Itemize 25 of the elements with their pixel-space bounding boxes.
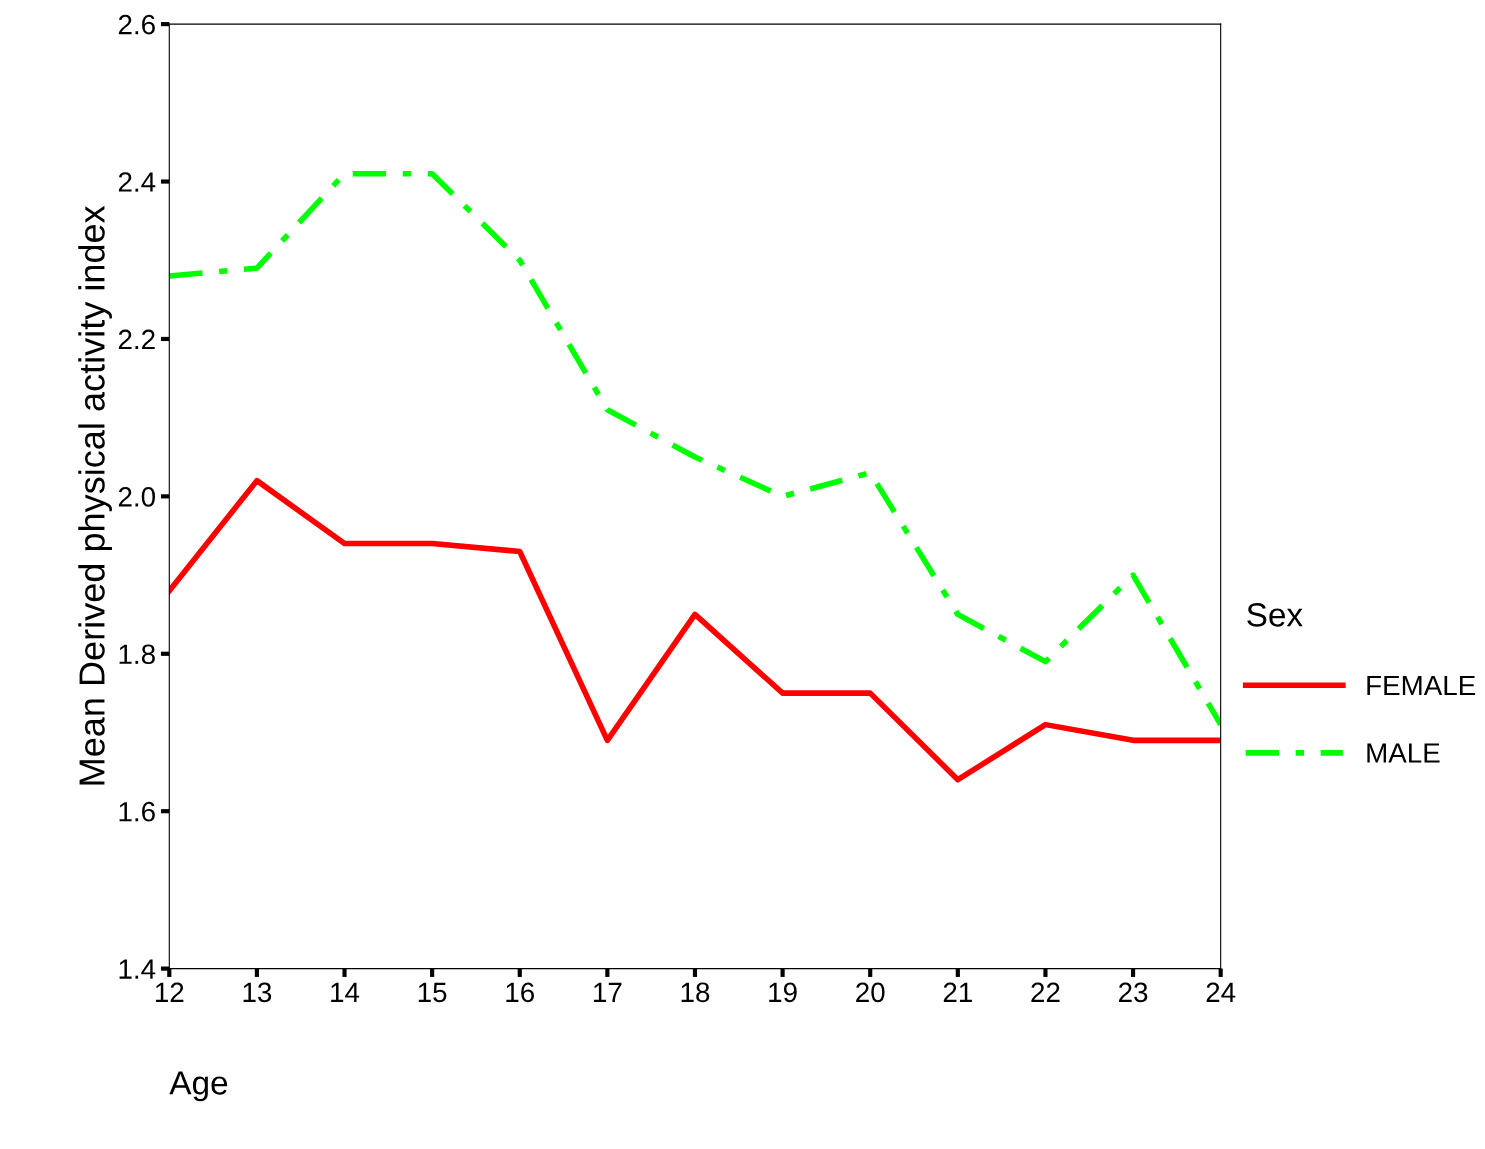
y-tick-label: 1.4 [119, 959, 156, 979]
y-tick-label: 2.0 [118, 487, 156, 507]
x-axis-title: Age [169, 1071, 228, 1102]
y-tick-label: 2.6 [118, 14, 155, 35]
legend-label: MALE [1367, 743, 1440, 763]
y-tick-label: 1.8 [119, 644, 155, 665]
legend-title: Sex [1247, 603, 1303, 627]
x-tick-label: 18 [681, 982, 710, 1003]
y-tick-label: 2.4 [118, 172, 156, 192]
x-tick-label: 14 [331, 982, 360, 1002]
x-tick-label: 21 [943, 982, 972, 1002]
y-tick-label: 1.6 [119, 801, 155, 822]
x-tick-label: 23 [1119, 982, 1148, 1003]
legend-label: FEMALE [1367, 675, 1476, 696]
x-tick-label: 19 [769, 982, 797, 1003]
x-tick-label: 15 [418, 982, 447, 1003]
x-tick-label: 16 [506, 982, 534, 1003]
x-tick-label: 24 [1206, 982, 1236, 1002]
x-tick-label: 12 [155, 982, 184, 1002]
x-tick-label: 17 [594, 982, 622, 1002]
x-tick-label: 13 [243, 982, 272, 1003]
y-axis-title: Mean Derived physical activity index [78, 205, 112, 785]
x-tick-label: 20 [856, 982, 885, 1003]
x-tick-label: 22 [1031, 982, 1060, 1002]
y-tick-label: 2.2 [118, 329, 155, 350]
